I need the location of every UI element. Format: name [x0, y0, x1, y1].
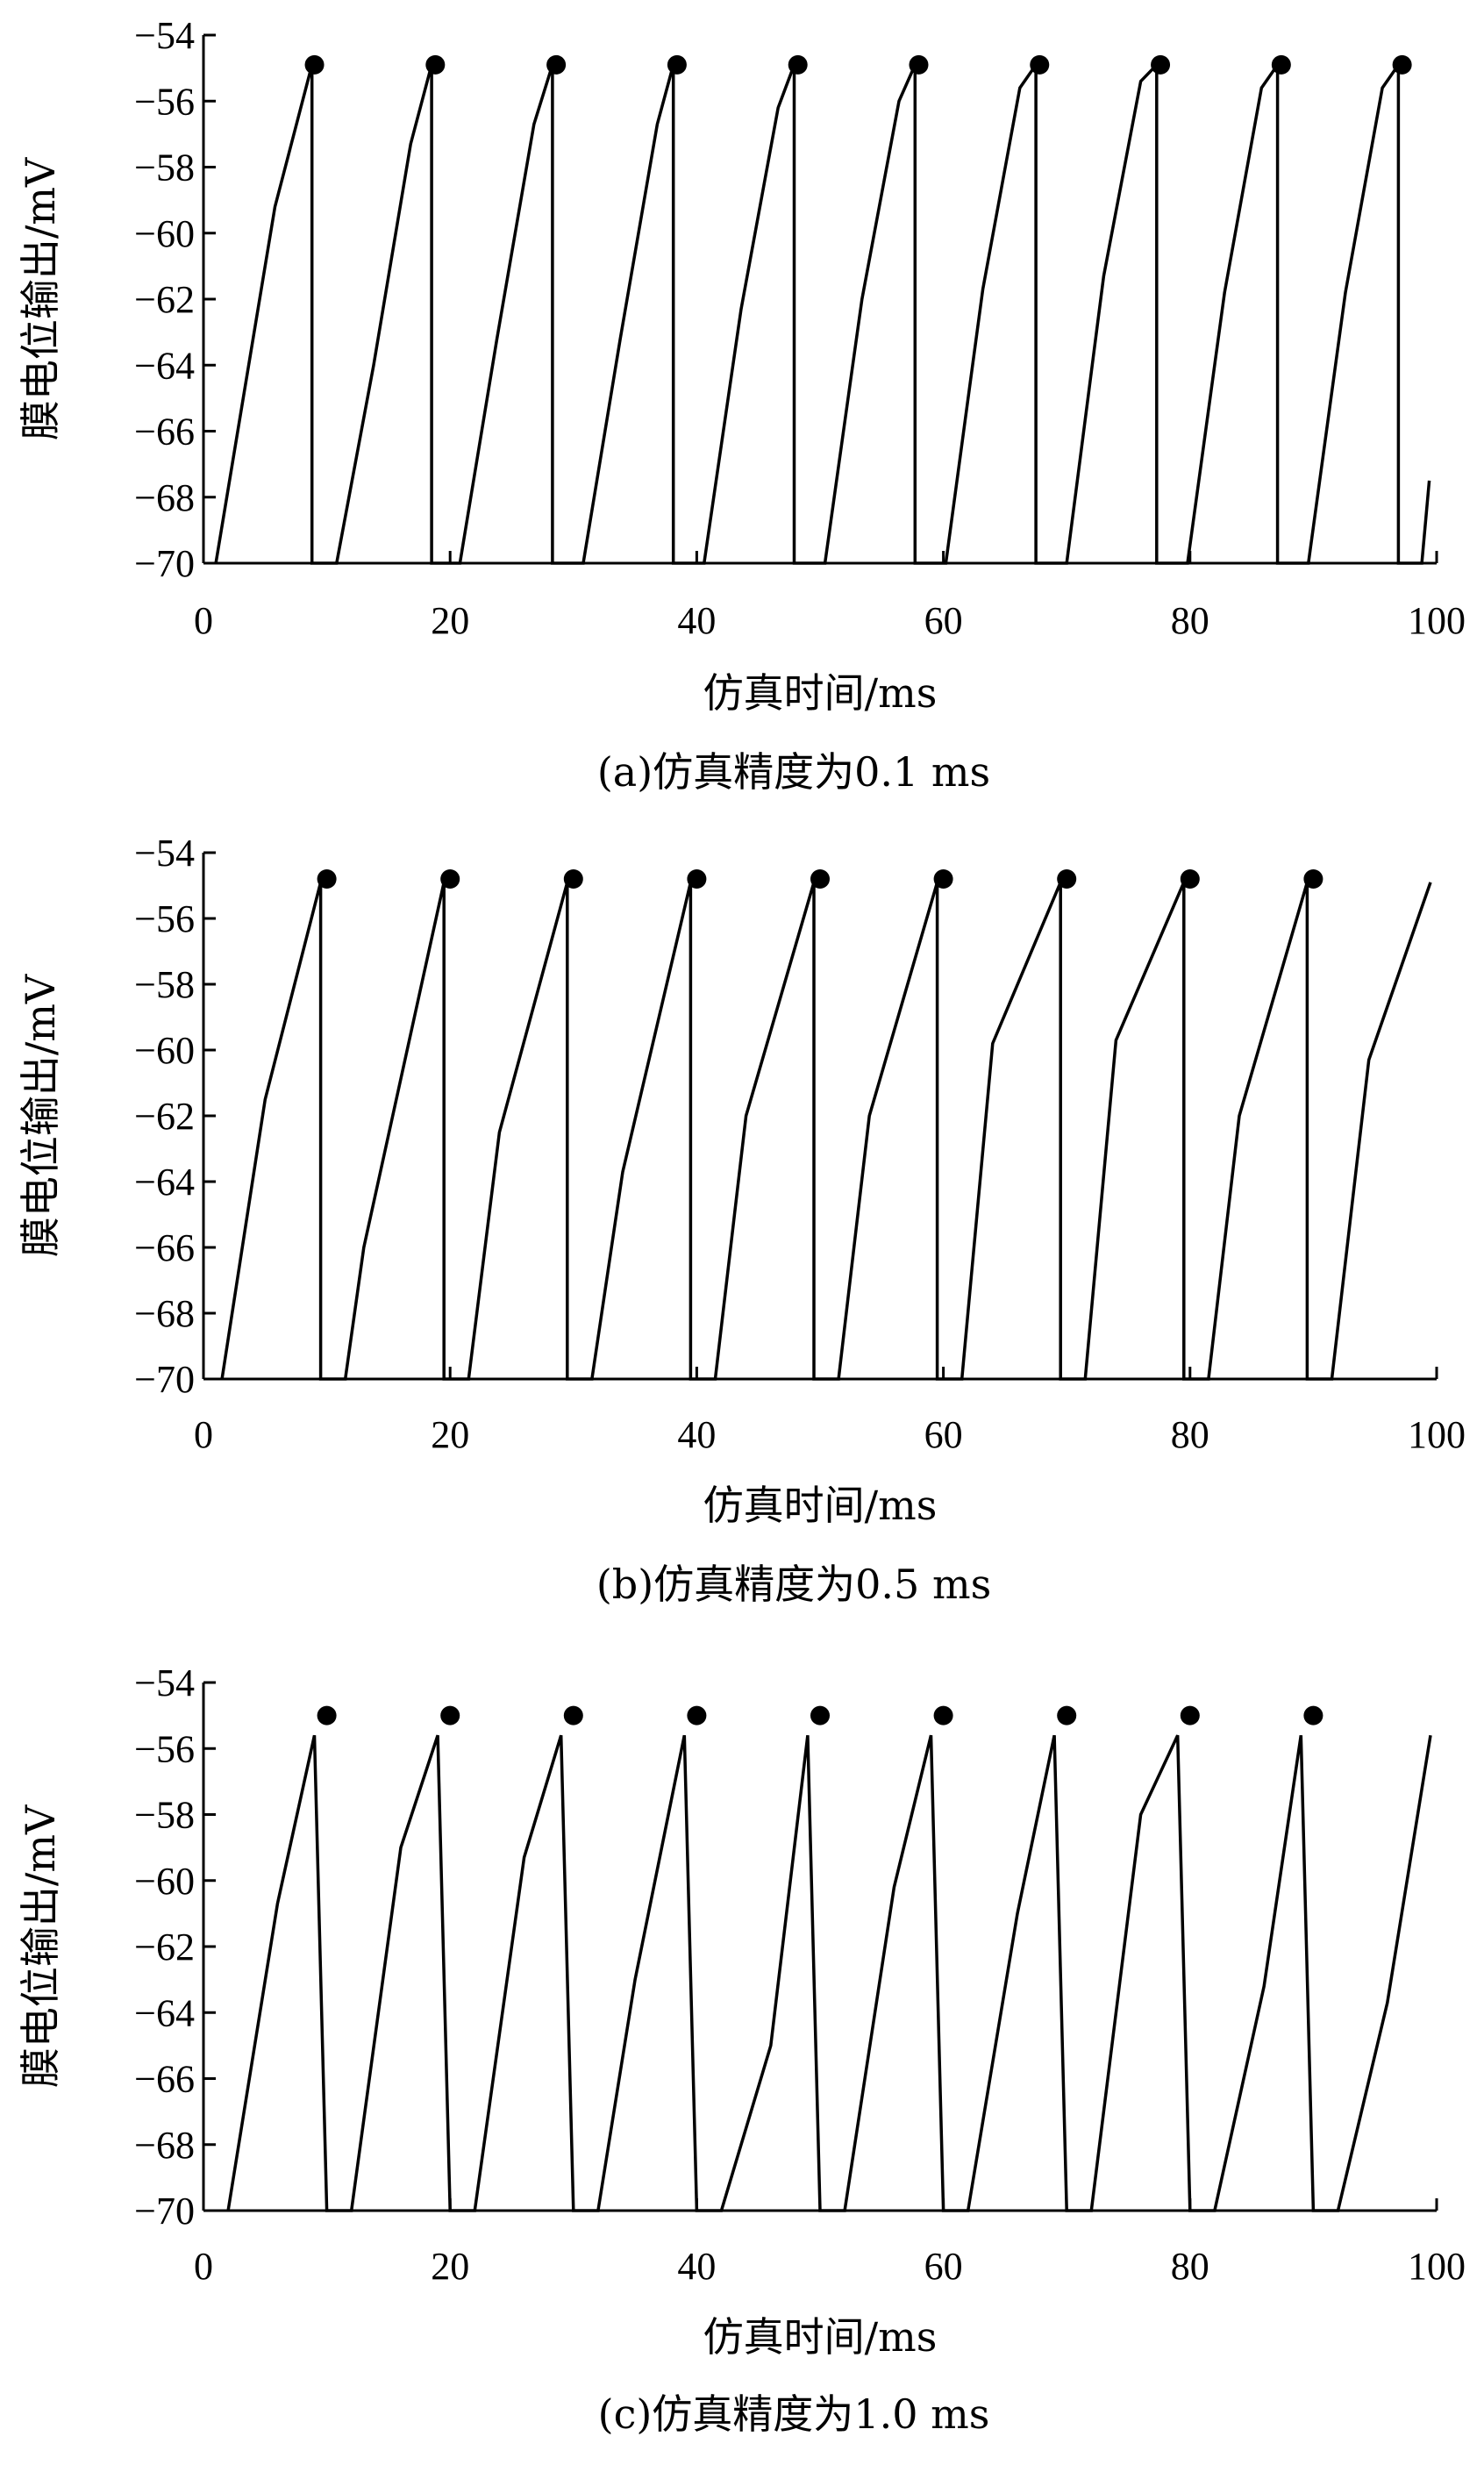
spike-marker: [546, 54, 567, 75]
y-tick-label: −68: [134, 2124, 195, 2167]
spike-marker: [563, 1705, 583, 1726]
x-tick-label: 80: [1171, 599, 1209, 642]
spike-marker: [933, 869, 953, 889]
x-axis-label: 仿真时间/ms: [703, 2313, 938, 2361]
x-tick-label: 100: [1408, 2245, 1466, 2288]
x-tick-label: 40: [677, 1413, 716, 1456]
y-tick-label: −58: [134, 1794, 195, 1837]
spike-marker: [1030, 54, 1050, 75]
panel-caption: (b)仿真精度为0.5 ms: [596, 1561, 991, 1608]
y-tick-label: −58: [134, 146, 195, 189]
y-tick-label: −62: [134, 1095, 195, 1138]
spike-marker: [1180, 1705, 1200, 1726]
y-tick-label: −70: [134, 542, 195, 585]
spike-marker: [933, 1705, 953, 1726]
x-tick-label: 60: [924, 2245, 963, 2288]
spike-marker: [317, 1705, 337, 1726]
x-tick-label: 80: [1171, 1413, 1209, 1456]
y-tick-label: −54: [134, 1661, 195, 1704]
y-tick-label: −66: [134, 2058, 195, 2101]
x-tick-label: 60: [924, 599, 963, 642]
membrane-potential-line: [220, 882, 1432, 1381]
x-tick-label: 80: [1171, 2245, 1209, 2288]
y-tick-label: −54: [134, 14, 195, 57]
y-tick-label: −62: [134, 278, 195, 321]
spike-marker: [1303, 1705, 1323, 1726]
y-tick-label: −60: [134, 1860, 195, 1903]
y-tick-label: −56: [134, 897, 195, 940]
y-tick-label: −56: [134, 80, 195, 123]
x-tick-label: 0: [194, 1413, 213, 1456]
y-tick-label: −58: [134, 963, 195, 1006]
y-tick-label: −64: [134, 1991, 195, 2034]
x-tick-label: 100: [1408, 1413, 1466, 1456]
y-tick-label: −66: [134, 411, 195, 454]
spike-marker: [1057, 1705, 1077, 1726]
y-tick-label: −60: [134, 1029, 195, 1072]
spike-marker: [909, 54, 929, 75]
x-tick-label: 40: [677, 2245, 716, 2288]
spike-marker: [440, 869, 460, 889]
y-tick-label: −70: [134, 2190, 195, 2233]
y-tick-label: −68: [134, 1292, 195, 1335]
spike-marker: [687, 1705, 707, 1726]
panel-caption: (c)仿真精度为1.0 ms: [598, 2390, 990, 2438]
panel-caption: (a)仿真精度为0.1 ms: [597, 748, 990, 796]
chart-panel-a: −54 −56 −58 −60 −62 −64 −66 −68 −70 0 20 40 60 80 100 仿…: [17, 14, 1466, 796]
spike-marker: [810, 1705, 830, 1726]
spike-marker: [1057, 869, 1077, 889]
y-tick-label: −56: [134, 1727, 195, 1770]
y-axis-label: 膜电位输出/mV: [17, 1804, 64, 2088]
y-tick-label: −68: [134, 476, 195, 519]
y-tick-label: −60: [134, 212, 195, 255]
y-tick-label: −64: [134, 344, 195, 387]
x-tick-label: 0: [194, 599, 213, 642]
y-tick-label: −70: [134, 1358, 195, 1401]
spike-marker: [563, 869, 583, 889]
spike-marker: [687, 869, 707, 889]
x-axis-label: 仿真时间/ms: [703, 1482, 938, 1529]
membrane-potential-line: [214, 60, 1431, 565]
spike-marker: [1303, 869, 1323, 889]
y-axis-label: 膜电位输出/mV: [17, 157, 64, 440]
spike-marker: [440, 1705, 460, 1726]
x-tick-label: 20: [431, 2245, 469, 2288]
x-tick-label: 20: [431, 1413, 469, 1456]
chart-panel-b: −54 −56 −58 −60 −62 −64 −66 −68 −70 0 20 40 60 80 100 仿…: [17, 832, 1466, 1608]
y-axis-label: 膜电位输出/mV: [17, 974, 64, 1257]
x-tick-label: 0: [194, 2245, 213, 2288]
y-tick-label: −62: [134, 1926, 195, 1968]
x-tick-label: 60: [924, 1413, 963, 1456]
spike-marker: [425, 54, 446, 75]
spike-marker: [667, 54, 687, 75]
x-tick-label: 100: [1408, 599, 1466, 642]
x-tick-label: 40: [677, 599, 716, 642]
spike-marker: [1271, 54, 1291, 75]
spike-marker: [304, 54, 325, 75]
spike-marker: [1392, 54, 1412, 75]
spike-marker: [788, 54, 808, 75]
spike-marker: [810, 869, 830, 889]
spike-marker: [1151, 54, 1171, 75]
membrane-potential-line: [226, 1734, 1432, 2212]
y-tick-label: −66: [134, 1226, 195, 1269]
y-tick-label: −54: [134, 832, 195, 875]
x-axis-label: 仿真时间/ms: [703, 669, 938, 717]
y-tick-label: −64: [134, 1161, 195, 1204]
chart-panel-c: −54 −56 −58 −60 −62 −64 −66 −68 −70 0 20 40 60 80 100 仿…: [17, 1661, 1466, 2438]
x-tick-label: 20: [431, 599, 469, 642]
spike-marker: [317, 869, 337, 889]
spike-marker: [1180, 869, 1200, 889]
